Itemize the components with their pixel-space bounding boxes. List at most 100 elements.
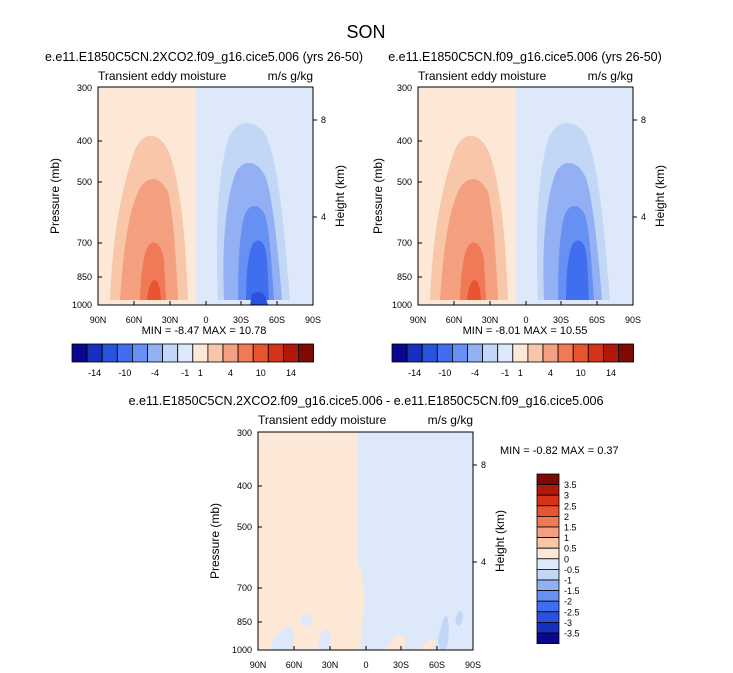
- y-tick-label: 300: [237, 428, 252, 438]
- x-tick-label: 60S: [269, 315, 285, 325]
- colorbar-box: [177, 343, 194, 363]
- colorbar-box: [618, 343, 635, 363]
- colorbar-label: 2.5: [564, 501, 577, 511]
- colorbar-box: [536, 505, 560, 517]
- colorbar-box: [536, 494, 560, 507]
- x-tick-label: 30S: [553, 315, 569, 325]
- panel-1-ylabel: Pressure (mb): [48, 158, 62, 234]
- panel-3: e.e11.E1850C5CN.2XCO2.f09_g16.cice5.006 …: [129, 394, 619, 670]
- colorbar-label: -14: [88, 368, 101, 378]
- panel-1: e.e11.E1850C5CN.2XCO2.f09_g16.cice5.006 …: [45, 50, 363, 337]
- colorbar-label: 0: [564, 554, 569, 564]
- x-tick-label: 0: [203, 315, 208, 325]
- colorbar-labels: 3.532.521.510.50-0.5-1-1.5-2-2.5-3-3.5: [564, 480, 580, 638]
- colorbar-box: [536, 558, 560, 570]
- panel-2-title: e.e11.E1850C5CN.f09_g16.cice5.006 (yrs 2…: [388, 50, 662, 64]
- x-tick-label: 90N: [90, 315, 107, 325]
- colorbar-label: 4: [228, 368, 233, 378]
- panel-3-y-ticks: 300 400 500 700 850 1000: [232, 428, 262, 655]
- colorbar-box: [421, 343, 438, 363]
- panel-2-stats: MIN = -8.01 MAX = 10.55: [463, 325, 588, 337]
- colorbar-box: [542, 343, 559, 363]
- colorbar-label: 14: [606, 368, 616, 378]
- colorbar-label: -2.5: [564, 607, 580, 617]
- colorbar-label: 4: [548, 368, 553, 378]
- y-tick-label: 500: [237, 522, 252, 532]
- y-tick-label: 850: [77, 272, 92, 282]
- colorbar-box: [512, 343, 529, 363]
- panel-3-ylabel: Pressure (mb): [208, 503, 222, 579]
- colorbar-label: -10: [438, 368, 451, 378]
- colorbar-box: [536, 600, 560, 613]
- panel-1-x-ticks: 90N 60N 30N 0 30S 60S 90S: [90, 301, 321, 325]
- y-tick-label: 850: [397, 272, 412, 282]
- panel-2-ylabel: Pressure (mb): [371, 158, 385, 234]
- colorbar-label: -4: [471, 368, 479, 378]
- y-tick-label: 1000: [72, 300, 92, 310]
- x-tick-label: 90S: [625, 315, 641, 325]
- y-tick-label: 700: [237, 583, 252, 593]
- y-tick-label: 500: [397, 177, 412, 187]
- colorbar-boxes: [536, 473, 560, 645]
- x-tick-label: 30N: [162, 315, 179, 325]
- colorbar-label: -1: [564, 576, 572, 586]
- colorbar-box: [282, 343, 299, 363]
- colorbar-label: 1: [564, 533, 569, 543]
- colorbar-box: [536, 632, 560, 645]
- panel-3-plot: [257, 431, 474, 651]
- x-tick-label: 60N: [126, 315, 143, 325]
- colorbar-label: -10: [118, 368, 131, 378]
- y-tick-label: 850: [237, 617, 252, 627]
- colorbar-label: 3.5: [564, 480, 577, 490]
- colorbar-box: [536, 579, 560, 592]
- y2-tick-label: 4: [321, 212, 326, 222]
- colorbar-box: [162, 343, 179, 363]
- colorbar-label: -14: [408, 368, 421, 378]
- colorbar-box: [527, 343, 544, 363]
- y-tick-label: 300: [397, 83, 412, 93]
- y2-tick-label: 8: [641, 115, 646, 125]
- colorbar-box: [536, 622, 560, 634]
- colorbar-label: -3.5: [564, 629, 580, 639]
- y-tick-label: 1000: [392, 300, 412, 310]
- panel-1-y-ticks: 300 400 500 700 850 1000: [72, 83, 102, 310]
- colorbar-label: 10: [576, 368, 586, 378]
- colorbar-box: [192, 343, 209, 363]
- colorbar-labels: -14 -10 -4 -1 1 4 10 14: [408, 368, 616, 378]
- panel-3-units: m/s g/kg: [428, 413, 473, 427]
- x-tick-label: 30N: [322, 660, 339, 670]
- colorbar-box: [252, 343, 269, 363]
- colorbar-panel-1: -14 -10 -4 -1 1 4 10 14: [71, 343, 315, 378]
- figure-title: SON: [346, 22, 385, 42]
- colorbar-box: [71, 343, 88, 363]
- x-tick-label: 60N: [286, 660, 303, 670]
- colorbar-box: [101, 343, 118, 363]
- colorbar-box: [603, 343, 619, 363]
- panel-1-units: m/s g/kg: [268, 69, 313, 83]
- colorbar-label: -4: [151, 368, 159, 378]
- colorbar-box: [587, 343, 604, 363]
- x-tick-label: 90S: [465, 660, 481, 670]
- y-tick-label: 400: [237, 481, 252, 491]
- colorbar-box: [436, 343, 453, 363]
- x-tick-label: 60N: [446, 315, 463, 325]
- colorbar-box: [536, 473, 560, 486]
- colorbar-label: 2: [564, 512, 569, 522]
- x-tick-label: 90S: [305, 315, 321, 325]
- colorbar-label: -2: [564, 597, 572, 607]
- colorbar-diff: 3.532.521.510.50-0.5-1-1.5-2-2.5-3-3.5: [536, 473, 580, 645]
- colorbar-label: -0.5: [564, 565, 580, 575]
- panel-2: e.e11.E1850C5CN.f09_g16.cice5.006 (yrs 2…: [371, 50, 667, 337]
- panel-2-y-ticks: 300 400 500 700 850 1000: [392, 83, 422, 310]
- colorbar-labels: -14 -10 -4 -1 1 4 10 14: [88, 368, 296, 378]
- colorbar-box: [222, 343, 239, 363]
- x-tick-label: 90N: [250, 660, 267, 670]
- panel-1-y2label: Height (km): [333, 165, 347, 227]
- colorbar-label: -1.5: [564, 586, 580, 596]
- colorbar-box: [116, 343, 133, 363]
- panel-1-title: e.e11.E1850C5CN.2XCO2.f09_g16.cice5.006 …: [45, 50, 363, 64]
- colorbar-box: [298, 343, 315, 363]
- x-tick-label: 0: [363, 660, 368, 670]
- y-tick-label: 300: [77, 83, 92, 93]
